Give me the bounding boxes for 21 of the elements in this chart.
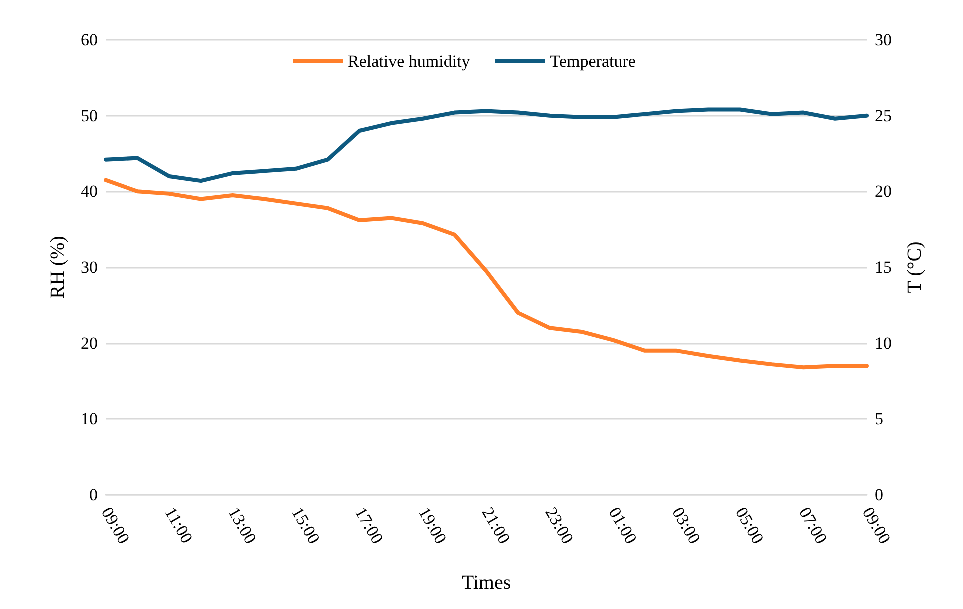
legend-label: Relative humidity [348,52,471,71]
y2-tick-label: 0 [875,486,884,504]
y-tick-label: 50 [81,106,98,126]
y-tick-label: 60 [81,30,98,50]
y-tick-label: 10 [81,410,98,429]
y-tick-label: 20 [81,334,98,353]
line-series [104,178,869,370]
y2-tick-label: 25 [875,106,892,126]
y-tick-label: 30 [81,258,98,277]
y2-tick-label: 10 [875,334,892,353]
y2-tick-label: 15 [875,258,892,277]
legend-label: Temperature [550,52,636,71]
y2-tick-label: 20 [875,182,892,202]
y2-axis-title: T (°C) [904,242,926,294]
y-tick-label: 0 [90,486,98,504]
line-series [104,108,869,184]
y-tick-label: 40 [81,182,98,202]
x-axis-title: Times [462,572,512,594]
y2-tick-label: 5 [875,410,884,429]
y2-tick-label: 30 [875,30,892,50]
y-axis-title: RH (%) [47,236,69,299]
